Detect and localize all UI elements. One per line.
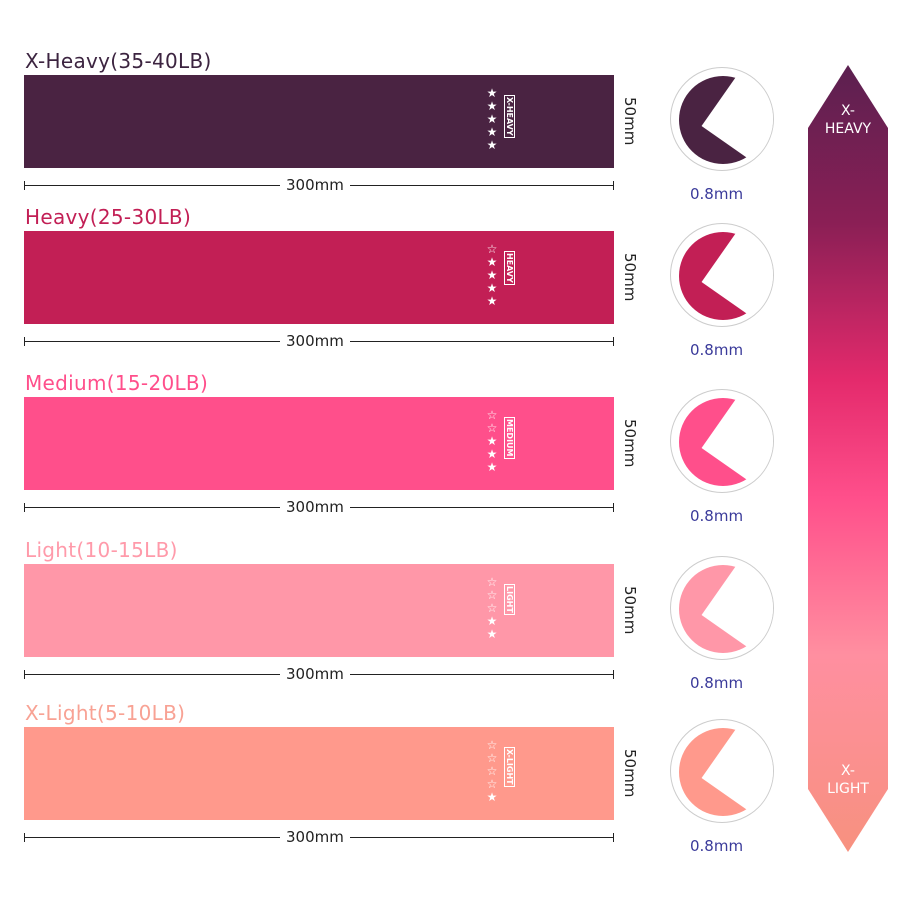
scale-bottom-label: X- LIGHT (827, 763, 869, 797)
band-row: X-Heavy(35-40LB) ★ ★ ★ ★ ★ X-HEAVY 50mm 300m… (0, 49, 800, 231)
height-dimension: 50mm (621, 586, 639, 635)
band-thickness-closeup (670, 223, 774, 327)
band-row: Medium(15-20LB) ☆ ☆ ★ ★ ★ MEDIUM 50mm 300mm … (0, 371, 800, 553)
band-title: Light(10-15LB) (25, 538, 178, 562)
band-swatch: ☆ ☆ ★ ★ ★ MEDIUM (24, 397, 614, 490)
band-title: Heavy(25-30LB) (25, 205, 192, 229)
band-swatch: ☆ ★ ★ ★ ★ HEAVY (24, 231, 614, 324)
height-dimension: 50mm (621, 253, 639, 302)
band-thickness-closeup (670, 556, 774, 660)
width-dimension: 300mm (280, 176, 350, 194)
width-dimension: 300mm (280, 498, 350, 516)
height-dimension: 50mm (621, 97, 639, 146)
thickness-label: 0.8mm (690, 674, 744, 692)
band-row: Heavy(25-30LB) ☆ ★ ★ ★ ★ HEAVY 50mm 300mm 0.… (0, 205, 800, 387)
band-tag: HEAVY (504, 251, 515, 285)
height-dimension: 50mm (621, 419, 639, 468)
band-tag: X-LIGHT (504, 747, 515, 787)
band-thickness-closeup (670, 389, 774, 493)
thickness-label: 0.8mm (690, 185, 744, 203)
rating-stars-icon: ☆ ☆ ☆ ★ ★ (486, 575, 498, 641)
resistance-scale-arrow (808, 65, 888, 852)
band-swatch: ☆ ☆ ☆ ☆ ★ X-LIGHT (24, 727, 614, 820)
band-thickness-closeup (670, 67, 774, 171)
band-row: Light(10-15LB) ☆ ☆ ☆ ★ ★ LIGHT 50mm 300mm 0.… (0, 538, 800, 720)
thickness-label: 0.8mm (690, 507, 744, 525)
width-dimension: 300mm (280, 828, 350, 846)
scale-top-label: X- HEAVY (824, 103, 872, 137)
rating-stars-icon: ★ ★ ★ ★ ★ (486, 86, 498, 152)
band-tag: X-HEAVY (504, 95, 515, 138)
band-row: X-Light(5-10LB) ☆ ☆ ☆ ☆ ★ X-LIGHT 50mm 300mm… (0, 701, 800, 883)
band-thickness-closeup (670, 719, 774, 823)
band-title: Medium(15-20LB) (25, 371, 209, 395)
thickness-label: 0.8mm (690, 837, 744, 855)
height-dimension: 50mm (621, 749, 639, 798)
band-title: X-Light(5-10LB) (25, 701, 186, 725)
band-tag: MEDIUM (504, 417, 515, 459)
thickness-label: 0.8mm (690, 341, 744, 359)
band-tag: LIGHT (504, 584, 515, 615)
band-swatch: ★ ★ ★ ★ ★ X-HEAVY (24, 75, 614, 168)
rating-stars-icon: ☆ ★ ★ ★ ★ (486, 242, 498, 308)
width-dimension: 300mm (280, 665, 350, 683)
band-swatch: ☆ ☆ ☆ ★ ★ LIGHT (24, 564, 614, 657)
width-dimension: 300mm (280, 332, 350, 350)
band-title: X-Heavy(35-40LB) (25, 49, 212, 73)
rating-stars-icon: ☆ ☆ ☆ ☆ ★ (486, 738, 498, 804)
rating-stars-icon: ☆ ☆ ★ ★ ★ (486, 408, 498, 474)
